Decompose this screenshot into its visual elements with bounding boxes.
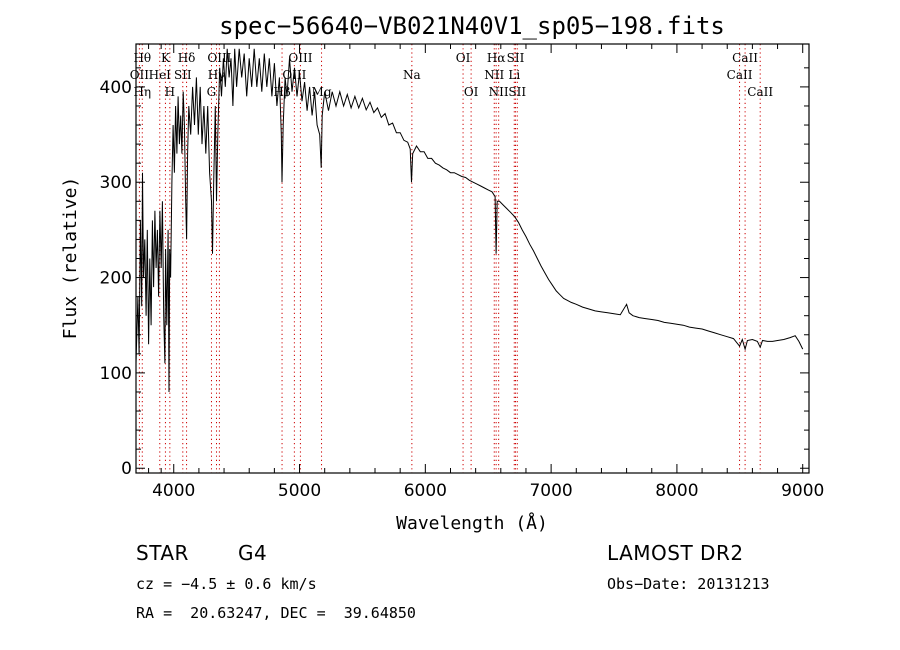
redshift-velocity: cz = −4.5 ± 0.6 km/s xyxy=(136,575,317,593)
x-tick-label: 8000 xyxy=(655,481,698,501)
line-marker-label: OI xyxy=(464,85,479,99)
line-marker-label: NII xyxy=(484,68,504,82)
y-tick-label: 0 xyxy=(121,459,132,479)
x-axis-label: Wavelength (Å) xyxy=(396,512,548,534)
line-marker-label: Hη xyxy=(133,85,151,99)
line-markers xyxy=(138,44,761,473)
line-marker-label: G xyxy=(207,85,217,99)
line-marker-labels: OIIHθHηHeIKHSIIHδGHγOIIIHβOIIIOIIIMgNaOI… xyxy=(130,51,774,99)
spectrum-line xyxy=(135,48,804,393)
x-tick-label: 9000 xyxy=(781,481,824,501)
line-marker-label: NII xyxy=(489,85,509,99)
object-class: STAR xyxy=(136,541,189,565)
line-marker-label: Na xyxy=(403,68,421,82)
object-subclass: G4 xyxy=(238,541,268,565)
x-tick-label: 4000 xyxy=(152,481,195,501)
line-marker-label: Hγ xyxy=(208,68,226,82)
line-marker-label: SII xyxy=(507,51,525,65)
x-tick-label: 6000 xyxy=(404,481,447,501)
plot-frame xyxy=(135,43,810,474)
line-marker-label: Mg xyxy=(312,85,332,99)
y-axis: 0 100 200 300 400 xyxy=(100,67,809,479)
survey-name: LAMOST DR2 xyxy=(607,541,744,565)
line-marker-label: Li xyxy=(508,68,520,82)
y-tick-label: 100 xyxy=(100,364,132,384)
x-tick-label: 7000 xyxy=(529,481,572,501)
line-marker-label: OIII xyxy=(288,51,312,65)
y-tick-label: 400 xyxy=(100,78,132,98)
line-marker-label: Hα xyxy=(487,51,506,65)
line-marker-label: HeI xyxy=(149,68,172,82)
observation-date: Obs−Date: 20131213 xyxy=(607,575,770,593)
line-marker-label: OI xyxy=(456,51,471,65)
x-axis: 4000 5000 6000 7000 8000 9000 xyxy=(148,44,824,501)
line-marker-label: H xyxy=(165,85,175,99)
line-marker-label: CaII xyxy=(727,68,753,82)
y-tick-label: 300 xyxy=(100,173,132,193)
line-marker-label: SII xyxy=(508,85,526,99)
line-marker-label: Hθ xyxy=(133,51,151,65)
line-marker-label: CaII xyxy=(747,85,773,99)
line-marker-label: CaII xyxy=(732,51,758,65)
line-marker-label: OII xyxy=(130,68,150,82)
coordinates: RA = 20.63247, DEC = 39.64850 xyxy=(136,604,416,622)
line-marker-label: OIII xyxy=(207,51,231,65)
line-marker-label: Hδ xyxy=(178,51,196,65)
chart-title: spec−56640−VB021N40V1_sp05−198.fits xyxy=(219,12,725,40)
line-marker-label: K xyxy=(161,51,171,65)
x-tick-label: 5000 xyxy=(278,481,321,501)
y-tick-label: 200 xyxy=(100,269,132,289)
y-axis-label: Flux (relative) xyxy=(60,177,81,340)
line-marker-label: SII xyxy=(174,68,192,82)
